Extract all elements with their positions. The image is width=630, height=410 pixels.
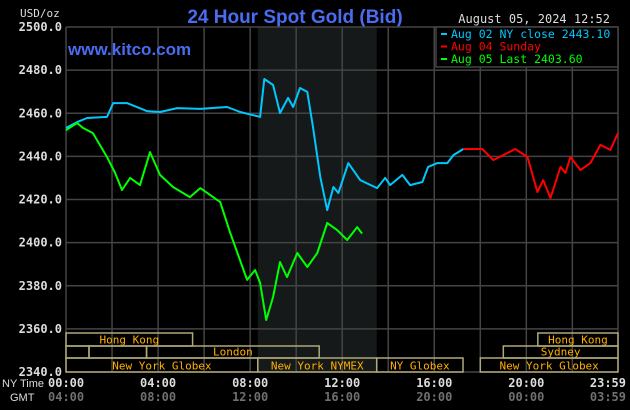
session-label: London bbox=[213, 346, 253, 359]
session-label: New York NYMEX bbox=[271, 360, 364, 373]
x-tick-ny: 23:59 bbox=[590, 376, 626, 390]
grid-lines bbox=[65, 26, 619, 373]
x-tick-ny: 08:00 bbox=[232, 376, 268, 390]
x-tick-gmt: 04:00 bbox=[48, 390, 84, 404]
y-axis-unit: USD/oz bbox=[20, 7, 60, 20]
session-box bbox=[88, 345, 148, 359]
x-tick-ny: 12:00 bbox=[324, 376, 360, 390]
session-box bbox=[375, 357, 464, 373]
x-tick-gmt: 08:00 bbox=[140, 390, 176, 404]
y-tick-label: 2400.0 bbox=[19, 236, 62, 250]
x-tick-ny: 04:00 bbox=[140, 376, 176, 390]
y-tick-label: 2360.0 bbox=[19, 322, 62, 336]
x-tick-labels: 00:0004:0004:0008:0008:0012:0012:0016:00… bbox=[48, 376, 626, 404]
legend-entry: Aug 02 NY close 2443.10 bbox=[451, 27, 610, 41]
x-tick-gmt: 03:59 bbox=[590, 390, 626, 404]
chart-title: 24 Hour Spot Gold (Bid) bbox=[187, 7, 402, 28]
x-tick-ny: 20:00 bbox=[508, 376, 544, 390]
x-tick-gmt: 20:00 bbox=[416, 390, 452, 404]
timestamp: August 05, 2024 12:52 bbox=[458, 12, 610, 26]
price-series bbox=[65, 78, 619, 321]
session-label: Hong Kong bbox=[99, 334, 159, 347]
y-tick-label: 2420.0 bbox=[19, 193, 62, 207]
x-tick-gmt: 00:00 bbox=[508, 390, 544, 404]
legend-box bbox=[435, 26, 619, 68]
y-tick-label: 2340.0 bbox=[19, 365, 62, 379]
series-line-2 bbox=[65, 122, 363, 321]
y-tick-label: 2460.0 bbox=[19, 106, 62, 120]
session-label: NY Globex bbox=[390, 360, 450, 373]
y-tick-label: 2380.0 bbox=[19, 279, 62, 293]
session-label: New York Globex bbox=[112, 360, 212, 373]
legend-entry: Aug 04 Sunday bbox=[451, 40, 541, 54]
x-tick-ny: 16:00 bbox=[416, 376, 452, 390]
y-tick-label: 2440.0 bbox=[19, 149, 62, 163]
series-line-0 bbox=[65, 78, 464, 212]
x-tick-gmt: 16:00 bbox=[324, 390, 360, 404]
session-label: New York Globex bbox=[499, 360, 599, 373]
session-box bbox=[65, 345, 90, 359]
gmt-label: GMT bbox=[10, 392, 35, 404]
y-tick-labels: 2500.0 2480.0 2460.0 2440.0 2420.0 2400.0 2380… bbox=[19, 20, 62, 379]
ny-time-label: NY Time bbox=[2, 378, 44, 390]
session-label: Hong Kong bbox=[548, 334, 608, 347]
y-tick-label: 2500.0 bbox=[19, 20, 62, 34]
session-label: Sydney bbox=[541, 346, 581, 359]
y-tick-label: 2480.0 bbox=[19, 63, 62, 77]
session-box bbox=[479, 357, 619, 373]
series-line-1 bbox=[463, 132, 619, 199]
x-tick-gmt: 12:00 bbox=[232, 390, 268, 404]
watermark: www.kitco.com bbox=[67, 40, 191, 59]
legend-entry: Aug 05 Last 2403.60 bbox=[451, 52, 583, 66]
x-tick-ny: 00:00 bbox=[48, 376, 84, 390]
